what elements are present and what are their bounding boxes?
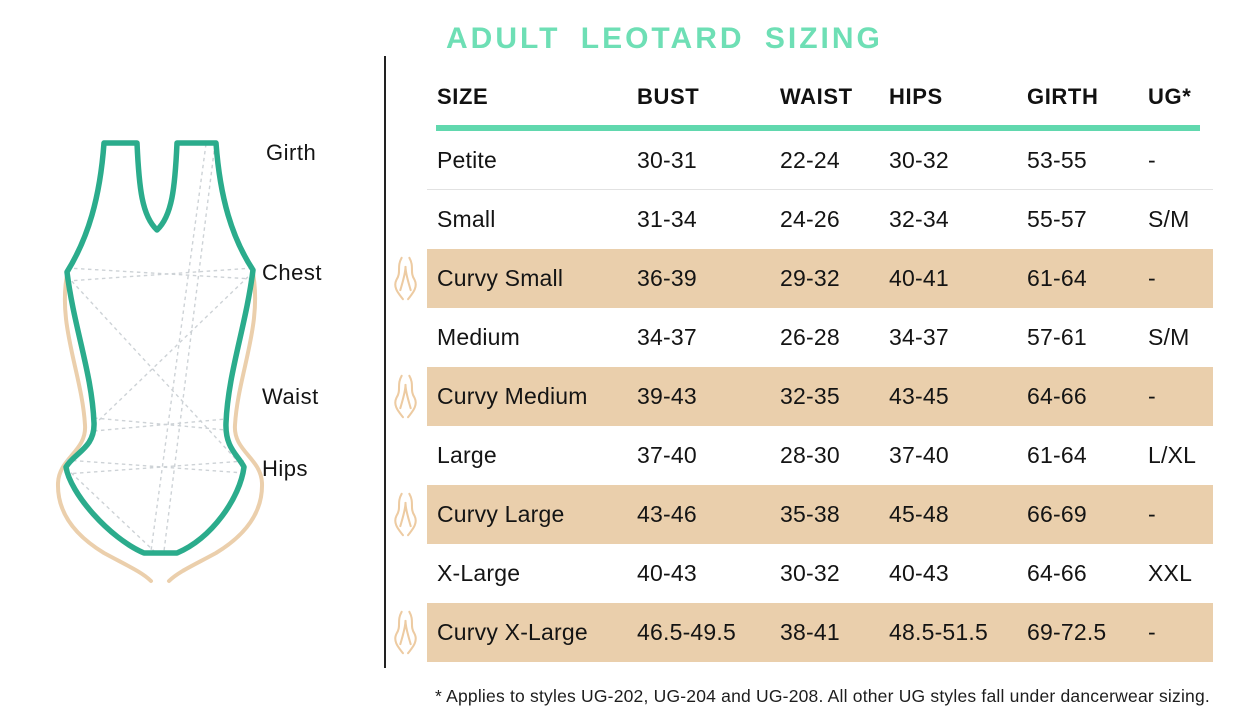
table-row: Curvy Large 43-46 35-38 45-48 66-69 - <box>394 485 1213 544</box>
cell-girth: 61-64 <box>1027 442 1087 468</box>
cell-girth: 66-69 <box>1027 501 1087 527</box>
cell-girth: 57-61 <box>1027 324 1087 350</box>
column-header-girth: GIRTH <box>1027 84 1099 109</box>
cell-ug: - <box>1148 619 1156 645</box>
cell-waist: 35-38 <box>780 501 840 527</box>
cell-ug: - <box>1148 147 1156 173</box>
cell-bust: 40-43 <box>637 560 697 586</box>
curvy-body-icon <box>394 492 417 537</box>
table-body: Petite 30-31 22-24 30-32 53-55 - Small 3… <box>394 131 1213 662</box>
cell-bust: 43-46 <box>637 501 697 527</box>
cell-size: Medium <box>437 324 521 350</box>
cell-waist: 32-35 <box>780 383 840 409</box>
leotard-diagram <box>50 138 270 588</box>
diagram-label-chest: Chest <box>262 260 322 285</box>
cell-waist: 22-24 <box>780 147 840 173</box>
table-row: Large 37-40 28-30 37-40 61-64 L/XL <box>427 426 1213 485</box>
cell-bust: 36-39 <box>637 265 697 291</box>
header-underline <box>436 125 1200 131</box>
table-row: Curvy Medium 39-43 32-35 43-45 64-66 - <box>394 367 1213 426</box>
cell-hips: 45-48 <box>889 501 949 527</box>
cell-hips: 40-43 <box>889 560 949 586</box>
cell-hips: 37-40 <box>889 442 949 468</box>
cell-girth: 53-55 <box>1027 147 1087 173</box>
cell-hips: 30-32 <box>889 147 949 173</box>
cell-waist: 29-32 <box>780 265 840 291</box>
cell-bust: 46.5-49.5 <box>637 619 736 645</box>
table-row: Curvy X-Large 46.5-49.5 38-41 48.5-51.5 … <box>394 603 1213 662</box>
column-header-bust: BUST <box>637 84 700 109</box>
cell-ug: XXL <box>1148 560 1193 586</box>
cell-hips: 43-45 <box>889 383 949 409</box>
table-row: Small 31-34 24-26 32-34 55-57 S/M <box>427 190 1213 249</box>
column-header-size: SIZE <box>437 84 489 109</box>
cell-hips: 34-37 <box>889 324 949 350</box>
curvy-body-icon <box>394 610 417 655</box>
cell-bust: 37-40 <box>637 442 697 468</box>
cell-hips: 48.5-51.5 <box>889 619 988 645</box>
cell-hips: 40-41 <box>889 265 949 291</box>
cell-ug: S/M <box>1148 324 1190 350</box>
cell-size: Curvy Large <box>437 501 565 527</box>
cell-waist: 26-28 <box>780 324 840 350</box>
cell-size: Curvy X-Large <box>437 619 588 645</box>
vertical-divider <box>384 56 386 668</box>
cell-waist: 30-32 <box>780 560 840 586</box>
cell-bust: 31-34 <box>637 206 697 232</box>
cell-bust: 39-43 <box>637 383 697 409</box>
column-header-waist: WAIST <box>780 84 853 109</box>
column-header-ug: UG* <box>1148 84 1192 109</box>
leotard-illustration-icon <box>55 140 265 583</box>
cell-girth: 69-72.5 <box>1027 619 1107 645</box>
table-row: Curvy Small 36-39 29-32 40-41 61-64 - <box>394 249 1213 308</box>
cell-size: Curvy Medium <box>437 383 588 409</box>
cell-girth: 64-66 <box>1027 383 1087 409</box>
footnote: * Applies to styles UG-202, UG-204 and U… <box>435 686 1210 706</box>
diagram-label-girth: Girth <box>266 140 317 165</box>
table-row: X-Large 40-43 30-32 40-43 64-66 XXL <box>427 544 1213 603</box>
cell-girth: 64-66 <box>1027 560 1087 586</box>
cell-size: X-Large <box>437 560 521 586</box>
table-row: Medium 34-37 26-28 34-37 57-61 S/M <box>427 308 1213 367</box>
cell-size: Curvy Small <box>437 265 564 291</box>
cell-ug: - <box>1148 383 1156 409</box>
cell-size: Petite <box>437 147 498 173</box>
cell-girth: 61-64 <box>1027 265 1087 291</box>
cell-bust: 30-31 <box>637 147 697 173</box>
curvy-body-icon <box>394 256 417 301</box>
cell-ug: S/M <box>1148 206 1190 232</box>
cell-girth: 55-57 <box>1027 206 1087 232</box>
table-row: Petite 30-31 22-24 30-32 53-55 - <box>427 131 1213 190</box>
curvy-body-icon <box>394 374 417 419</box>
cell-size: Small <box>437 206 496 232</box>
cell-hips: 32-34 <box>889 206 949 232</box>
cell-ug: L/XL <box>1148 442 1197 468</box>
cell-size: Large <box>437 442 497 468</box>
column-header-hips: HIPS <box>889 84 943 109</box>
cell-ug: - <box>1148 265 1156 291</box>
cell-waist: 38-41 <box>780 619 840 645</box>
cell-waist: 28-30 <box>780 442 840 468</box>
cell-ug: - <box>1148 501 1156 527</box>
cell-bust: 34-37 <box>637 324 697 350</box>
cell-waist: 24-26 <box>780 206 840 232</box>
diagram-label-waist: Waist <box>262 384 319 409</box>
table-header-row: SIZE BUST WAIST HIPS GIRTH UG* <box>427 78 1213 116</box>
diagram-label-hips: Hips <box>262 456 309 481</box>
page-title: ADULT LEOTARD SIZING <box>446 22 883 55</box>
